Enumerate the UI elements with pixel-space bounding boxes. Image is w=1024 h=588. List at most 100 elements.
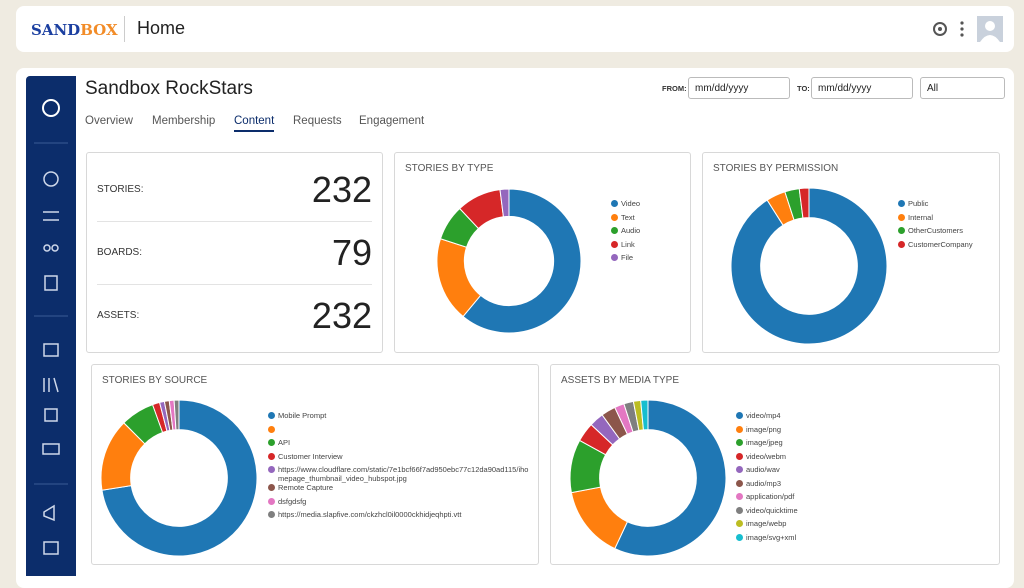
chart-card: ASSETS BY MEDIA TYPE video/mp4 image/png im… [550, 364, 1000, 565]
donut-slice [730, 187, 888, 345]
legend-label: image/webp [746, 519, 787, 528]
stat-value: 79 [331, 232, 372, 273]
donut [100, 399, 258, 557]
legend-label: OtherCustomers [908, 226, 964, 235]
legend-label: Video [621, 199, 641, 208]
sidebar [26, 76, 76, 576]
stats-card: STORIES: 232 BOARDS: 79 ASSETS: 232 [86, 152, 383, 353]
tab-active[interactable]: Content [234, 115, 275, 132]
stat-label: STORIES: [97, 184, 144, 195]
legend-dot [268, 412, 275, 419]
legend-item: Audio [611, 226, 686, 240]
stat-value: 232 [311, 169, 372, 210]
tab[interactable]: Membership [152, 115, 216, 127]
stat-label: BOARDS: [97, 247, 143, 258]
legend-label: Audio [621, 226, 641, 235]
donut-slice [462, 188, 582, 334]
chart-card: STORIES BY SOURCE Mobile Prompt API Custome… [91, 364, 539, 565]
legend: video/mp4 image/png image/jpeg video/webm au… [736, 411, 836, 546]
legend-dot [611, 200, 618, 207]
chart-title: STORIES BY TYPE [405, 163, 494, 174]
legend-dot [736, 506, 743, 514]
chart-title: STORIES BY PERMISSION [713, 163, 839, 174]
legend-dot [898, 213, 905, 221]
stat-label: ASSETS: [97, 310, 140, 321]
legend-item: https://media.slapfive.com/ckzhcl0il0000… [268, 510, 530, 524]
legend-dot [898, 200, 905, 207]
tab[interactable]: Overview [85, 115, 133, 127]
legend-dot [268, 439, 275, 446]
chart-title: ASSETS BY MEDIA TYPE [561, 375, 680, 386]
legend-item: video/mp4 [736, 411, 836, 425]
legend-item: dsfgdsfg [268, 497, 530, 511]
donut-slice [614, 399, 727, 557]
legend-label: Link [621, 239, 635, 249]
legend-item: https://www.cloudflare.com/static/7e1bcf… [268, 465, 530, 483]
tab[interactable]: Engagement [359, 115, 425, 127]
from-date[interactable]: mm/dd/yyyy [688, 77, 790, 99]
legend-label: Public [908, 199, 929, 208]
legend-dot [268, 425, 275, 433]
legend: Video Text Audio Link File [611, 199, 686, 267]
legend-dot [736, 425, 743, 433]
legend-item: audio/mp3 [736, 479, 836, 493]
select[interactable]: All [920, 77, 1005, 99]
legend-label: video/mp4 [746, 411, 781, 420]
legend-dot [268, 497, 275, 505]
chart-card: STORIES BY PERMISSION Public Internal Other… [702, 152, 1000, 353]
legend-dot [268, 466, 275, 473]
legend-dot [268, 452, 275, 460]
legend-label: https://media.slapfive.com/ckzhcl0il0000… [278, 510, 462, 519]
legend-item: audio/wav [736, 465, 836, 479]
avatar[interactable] [977, 16, 1003, 42]
legend-label: Internal [908, 212, 934, 222]
legend-label: Mobile Prompt [278, 411, 327, 420]
page-title: Home [137, 18, 186, 38]
donut-slice [173, 399, 180, 431]
menu-icon[interactable] [959, 20, 965, 40]
to-date[interactable]: mm/dd/yyyy [811, 77, 913, 99]
legend-dot [736, 533, 743, 541]
legend-item: Video [611, 199, 686, 213]
chart-title: STORIES BY SOURCE [102, 375, 208, 386]
donut-slice [570, 486, 629, 550]
to-label: TO: [797, 84, 810, 93]
legend-item: API [268, 438, 530, 452]
legend-dot [898, 240, 905, 248]
legend-dot [268, 484, 275, 491]
legend-item: Public [898, 199, 996, 213]
legend-item: image/jpeg [736, 438, 836, 452]
tab[interactable]: Requests [293, 115, 342, 127]
legend-label: CustomerCompany [908, 239, 973, 249]
donut [436, 188, 582, 334]
legend-item: Internal [898, 213, 996, 227]
divider [124, 16, 125, 42]
legend-dot [898, 227, 905, 234]
chart-card: STORIES BY TYPE Video Text Audio Link File [394, 152, 691, 353]
legend-label: Text [621, 212, 635, 222]
legend-dot [268, 511, 275, 518]
donut [730, 187, 888, 345]
legend-dot [611, 254, 618, 261]
legend-dot [736, 466, 743, 473]
divider [97, 221, 372, 222]
settings-icon[interactable] [931, 20, 951, 40]
donut-slice [499, 188, 510, 218]
logo-part: SAND [31, 21, 81, 39]
legend-item: video/quicktime [736, 506, 836, 520]
legend-item: Customer Interview [268, 452, 530, 466]
legend-item: OtherCustomers [898, 226, 996, 240]
legend: Mobile Prompt API Customer Interview https:… [268, 411, 530, 524]
sidebar-icons [34, 99, 68, 555]
stat-value: 232 [311, 295, 372, 336]
legend-dot [736, 520, 743, 527]
legend-item [268, 425, 530, 439]
legend-label: video/quicktime [746, 505, 798, 515]
legend-item: image/webp [736, 519, 836, 533]
logo-part: BOX [80, 21, 118, 39]
legend-dot [736, 493, 743, 500]
legend-dot [736, 439, 743, 446]
logo[interactable]: SANDBOX [31, 21, 118, 39]
legend-dot [611, 213, 618, 221]
legend-dot [736, 479, 743, 487]
